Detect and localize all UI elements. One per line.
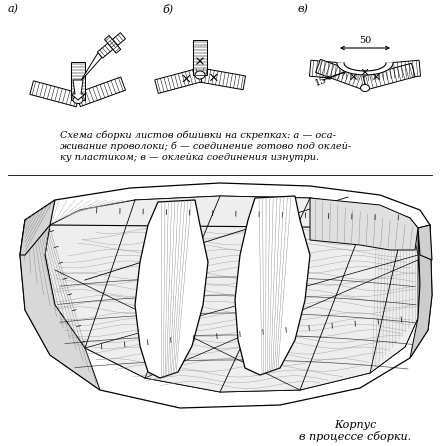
Polygon shape bbox=[97, 33, 125, 58]
Polygon shape bbox=[310, 198, 418, 250]
Polygon shape bbox=[20, 200, 55, 255]
Polygon shape bbox=[105, 36, 121, 53]
Polygon shape bbox=[235, 196, 310, 375]
Polygon shape bbox=[193, 40, 207, 75]
Polygon shape bbox=[71, 62, 85, 100]
Polygon shape bbox=[199, 68, 246, 90]
Polygon shape bbox=[315, 59, 367, 90]
Polygon shape bbox=[410, 225, 432, 358]
Text: Корпус: Корпус bbox=[334, 420, 376, 430]
Polygon shape bbox=[76, 77, 125, 107]
Polygon shape bbox=[45, 196, 418, 392]
Polygon shape bbox=[45, 196, 420, 392]
Polygon shape bbox=[309, 60, 366, 81]
Text: в): в) bbox=[298, 4, 309, 14]
Polygon shape bbox=[363, 63, 415, 90]
Text: б): б) bbox=[162, 3, 173, 14]
Text: а): а) bbox=[8, 4, 19, 14]
Ellipse shape bbox=[195, 71, 205, 79]
Polygon shape bbox=[337, 63, 393, 75]
Polygon shape bbox=[80, 53, 102, 82]
Polygon shape bbox=[20, 183, 432, 408]
Polygon shape bbox=[364, 60, 421, 81]
Text: Схема сборки листов обшивки на скрепках: а — оса-: Схема сборки листов обшивки на скрепках:… bbox=[60, 131, 336, 140]
Polygon shape bbox=[20, 220, 100, 390]
Text: 50: 50 bbox=[359, 36, 371, 45]
Polygon shape bbox=[30, 81, 80, 107]
Polygon shape bbox=[418, 225, 432, 260]
Ellipse shape bbox=[73, 96, 83, 103]
Ellipse shape bbox=[360, 84, 370, 91]
Polygon shape bbox=[155, 68, 202, 93]
Text: живание проволоки; б — соединение готово под оклей-: живание проволоки; б — соединение готово… bbox=[60, 141, 351, 151]
Polygon shape bbox=[71, 80, 85, 100]
Text: ку пластиком; в — оклейка соединения изнутри.: ку пластиком; в — оклейка соединения изн… bbox=[60, 153, 319, 162]
Text: в процессе сборки.: в процессе сборки. bbox=[299, 431, 411, 442]
Text: 15: 15 bbox=[314, 75, 328, 88]
Polygon shape bbox=[135, 200, 208, 378]
